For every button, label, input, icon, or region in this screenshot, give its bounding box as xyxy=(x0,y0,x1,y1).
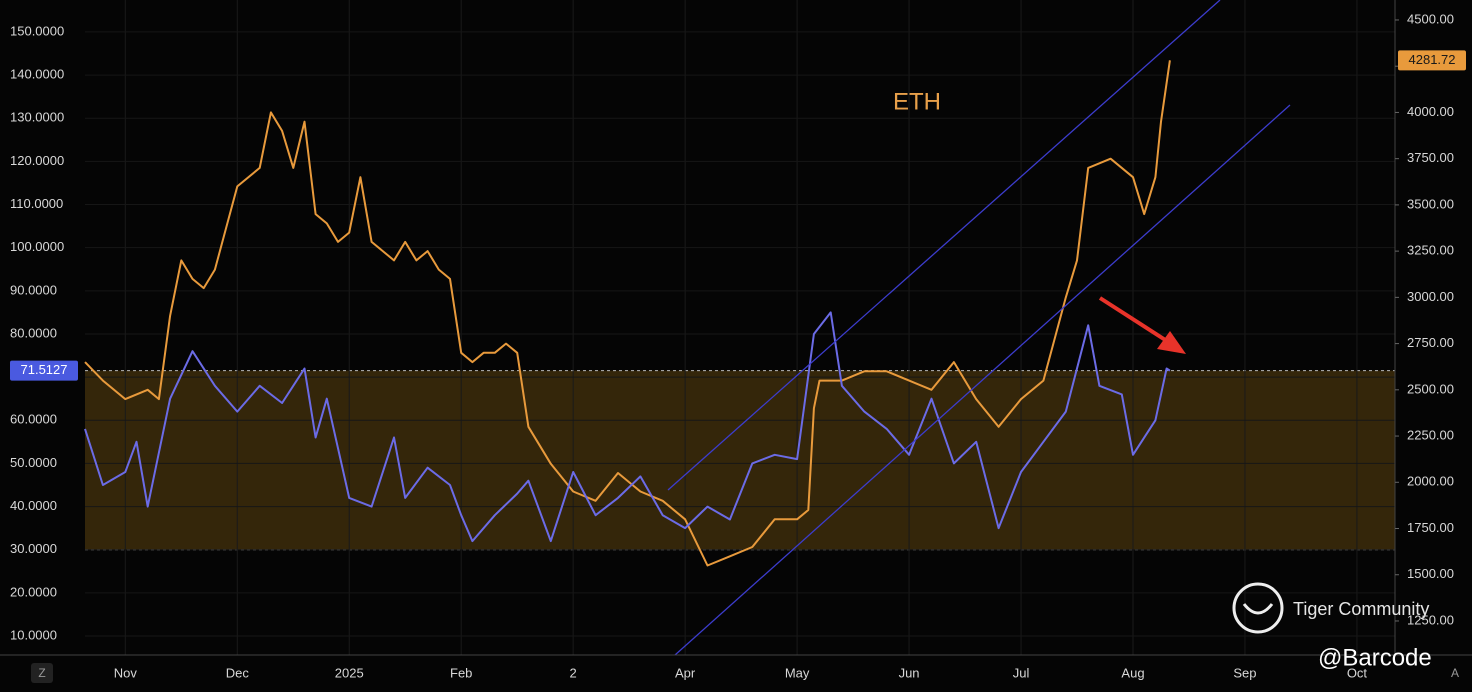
x-tick-label: Oct xyxy=(1347,665,1368,680)
y-tick-label: 50.0000 xyxy=(10,455,57,470)
corner-button[interactable] xyxy=(31,663,53,683)
x-tick-label: Aug xyxy=(1121,665,1144,680)
x-tick-label: 2 xyxy=(570,665,577,680)
series-line xyxy=(84,311,1171,543)
y-tick-label: 90.0000 xyxy=(10,282,57,297)
channel-lower xyxy=(674,104,1291,656)
plot xyxy=(84,60,1171,567)
y2-tick-label: 1750.00 xyxy=(1407,520,1454,535)
y-tick-label: 130.0000 xyxy=(10,110,64,125)
y-tick-label: 30.0000 xyxy=(10,541,57,556)
corner-right[interactable]: A xyxy=(1451,666,1459,680)
x-tick-label: Feb xyxy=(450,665,472,680)
watermark: Tiger Community xyxy=(1293,599,1429,619)
y2-tick-label: 4000.00 xyxy=(1407,104,1454,119)
y2-tick-label: 2750.00 xyxy=(1407,335,1454,350)
x-tick-label: May xyxy=(785,665,810,680)
y2-tick-label: 4500.00 xyxy=(1407,11,1454,26)
y2-tick-label: 3000.00 xyxy=(1407,289,1454,304)
x-tick-label: Nov xyxy=(114,665,138,680)
x-tick-label: 2025 xyxy=(335,665,364,680)
red-arrow xyxy=(1098,296,1186,354)
channel-upper xyxy=(667,0,1221,491)
y-tick-label: 20.0000 xyxy=(10,584,57,599)
band xyxy=(85,370,1395,550)
y2-tick-label: 3250.00 xyxy=(1407,243,1454,258)
y2-tick-label: 1500.00 xyxy=(1407,566,1454,581)
x-tick-label: Jul xyxy=(1013,665,1030,680)
y2-tick-label: 2500.00 xyxy=(1407,381,1454,396)
annotation: ETH xyxy=(893,88,941,115)
y-tick-label: 100.0000 xyxy=(10,239,64,254)
y-tick-label: 110.0000 xyxy=(10,196,63,211)
price-label-box xyxy=(1398,50,1466,71)
y-tick-label: 40.0000 xyxy=(10,498,57,513)
y-tick-label: 10.0000 xyxy=(10,627,57,642)
watermark-logo xyxy=(1232,582,1284,634)
corner-left[interactable]: Z xyxy=(38,666,45,680)
x-tick-label: Sep xyxy=(1233,665,1256,680)
grid xyxy=(85,0,1395,655)
band-label: 71.5127 xyxy=(21,362,68,377)
y-tick-label: 150.0000 xyxy=(10,23,64,38)
x-tick-label: Jun xyxy=(899,665,920,680)
series-line xyxy=(84,60,1171,567)
x-tick-label: Apr xyxy=(675,665,696,680)
band-label-box xyxy=(10,360,78,381)
y2-tick-label: 1250.00 xyxy=(1407,612,1454,627)
price-label: 4281.72 xyxy=(1409,52,1456,67)
credit: @Barcode xyxy=(1318,644,1432,671)
x-tick-label: Dec xyxy=(226,665,250,680)
y-tick-label: 80.0000 xyxy=(10,325,57,340)
y2-tick-label: 2250.00 xyxy=(1407,427,1454,442)
y-tick-label: 120.0000 xyxy=(10,153,64,168)
y-tick-label: 60.0000 xyxy=(10,412,57,427)
y-tick-label: 140.0000 xyxy=(10,67,64,82)
y2-tick-label: 3750.00 xyxy=(1407,150,1454,165)
y2-tick-label: 2000.00 xyxy=(1407,474,1454,489)
y2-tick-label: 3500.00 xyxy=(1407,196,1454,211)
